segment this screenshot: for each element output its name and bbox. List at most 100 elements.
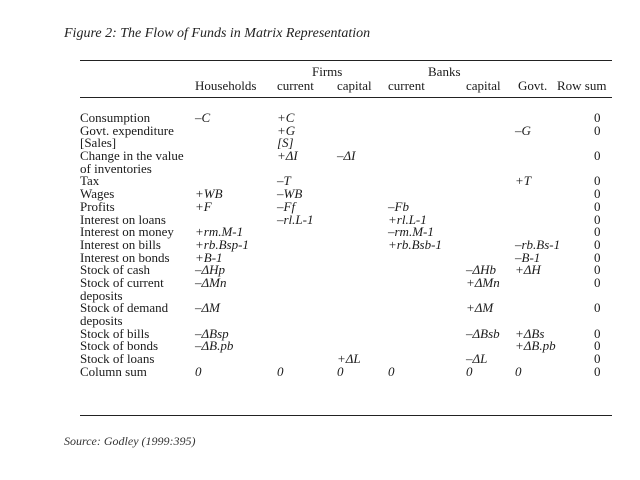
cell-firms-capital: 0 [337,363,344,379]
header-firms-current: current [277,78,314,93]
cell-firms-capital: –ΔI [337,148,356,164]
cell-banks-capital: –ΔBsb [466,325,500,341]
table-row: Stock of current –ΔMn +ΔMn 0 [0,274,640,290]
header-banks-capital: capital [466,78,501,93]
header-group-firms: Firms [312,64,343,79]
table-row: Stock of loans +ΔL –ΔL 0 [0,351,640,367]
table-row: Interest on bills +rb.Bsp-1 +rb.Bsb-1 –rb.B… [0,236,640,252]
row-label: Interest on money [80,224,174,240]
row-label: Stock of loans [80,351,155,367]
cell-households: –ΔM [195,300,220,316]
cell-row-sum: 0 [594,173,601,189]
table-row: [Sales] [S] [0,137,640,150]
row-label: Tax [80,173,100,189]
cell-row-sum: 0 [594,249,601,265]
header-govt: Govt. [518,78,548,93]
cell-row-sum: 0 [594,274,601,290]
table-row: Consumption –C +C 0 [0,110,640,125]
cell-row-sum: 0 [594,300,601,316]
figure-caption: Figure 2: The Flow of Funds in Matrix Re… [64,26,371,41]
row-label: deposits [80,313,123,328]
cell-banks-capital: –ΔHb [466,262,497,278]
cell-firms-current: +C [277,110,295,125]
cell-firms-current: –rl.L-1 [277,211,314,227]
table-row: Wages +WB –WB 0 [0,186,640,202]
table-row: Stock of bonds –ΔB.pb +ΔB.pb 0 [0,340,640,353]
cell-firms-current: [S] [277,135,294,151]
table-row: Column sum 0 0 0 0 0 0 0 [0,363,640,379]
cell-row-sum: 0 [594,236,601,252]
row-label: Profits [80,198,115,214]
table-row: Tax –T +T 0 [0,175,640,188]
row-label: Stock of cash [80,262,151,278]
source-note: Source: Godley (1999:395) [64,434,196,448]
cell-row-sum: 0 [594,211,601,227]
cell-banks-current: 0 [388,363,395,379]
header-households: Households [195,78,257,93]
cell-banks-current: –Fb [388,198,409,214]
row-label: Column sum [80,363,147,379]
cell-govt: –rb.Bs-1 [515,236,561,252]
cell-row-sum: 0 [594,110,601,125]
cell-households: +F [195,198,212,214]
table-row: deposits [0,313,640,328]
cell-row-sum: 0 [594,122,601,138]
header-banks-current: current [388,78,425,93]
cell-govt: –G [515,122,531,138]
cell-firms-current: –WB [277,186,303,202]
cell-banks-capital: 0 [466,363,473,379]
cell-banks-capital: –ΔL [466,351,488,367]
cell-govt: +ΔB.pb [515,338,556,354]
cell-row-sum: 0 [594,351,601,367]
cell-banks-current: –rm.M-1 [388,224,434,240]
cell-banks-current: +rb.Bsb-1 [388,236,442,252]
row-label: Govt. expenditure [80,122,174,138]
cell-firms-current: –T [277,173,291,189]
table-bottom-rule [80,415,612,416]
cell-row-sum: 0 [594,363,601,379]
cell-row-sum: 0 [594,148,601,164]
row-label: Interest on loans [80,211,166,227]
cell-households: +WB [195,186,223,202]
cell-households: –ΔHp [195,262,226,278]
header-row-sum: Row sum [557,78,607,93]
cell-households: +rb.Bsp-1 [195,236,249,252]
table-row: Stock of bills –ΔBsp –ΔBsb +ΔBs 0 [0,325,640,341]
row-label: deposits [80,287,123,303]
cell-households: –ΔMn [195,274,227,290]
cell-households: 0 [195,363,202,379]
cell-banks-capital: +ΔMn [466,274,500,290]
row-label: of inventories [80,160,152,176]
row-label: Stock of bonds [80,338,158,354]
header-rule [80,97,612,98]
row-label: Consumption [80,110,151,125]
cell-banks-current: +rl.L-1 [388,211,427,227]
row-label: Interest on bills [80,236,161,252]
cell-govt: +ΔBs [515,325,545,341]
table-row: deposits [0,287,640,303]
cell-households: –ΔBsp [195,325,229,341]
cell-govt: +ΔH [515,262,541,278]
cell-banks-capital: +ΔM [466,300,494,316]
cell-row-sum: 0 [594,186,601,202]
table-row: Govt. expenditure +G –G 0 [0,122,640,138]
cell-firms-current: 0 [277,363,284,379]
cell-firms-current: +G [277,122,296,138]
table-row: of inventories [0,160,640,176]
cell-row-sum: 0 [594,224,601,240]
row-label: Stock of bills [80,325,150,341]
cell-firms-current: –Ff [277,198,296,214]
table-top-rule [80,60,612,61]
row-label: Stock of current [80,274,164,290]
table-row: Stock of demand –ΔM +ΔM 0 [0,300,640,316]
row-label: Wages [80,186,115,202]
header-firms-capital: capital [337,78,372,93]
table-row: Change in the value +ΔI –ΔI 0 [0,148,640,164]
cell-govt: –B-1 [515,249,541,265]
cell-govt: 0 [515,363,522,379]
table-row: Profits +F –Ff –Fb 0 [0,198,640,214]
row-label: Stock of demand [80,300,169,316]
cell-row-sum: 0 [594,325,601,341]
cell-firms-capital: +ΔL [337,351,361,367]
cell-row-sum: 0 [594,198,601,214]
